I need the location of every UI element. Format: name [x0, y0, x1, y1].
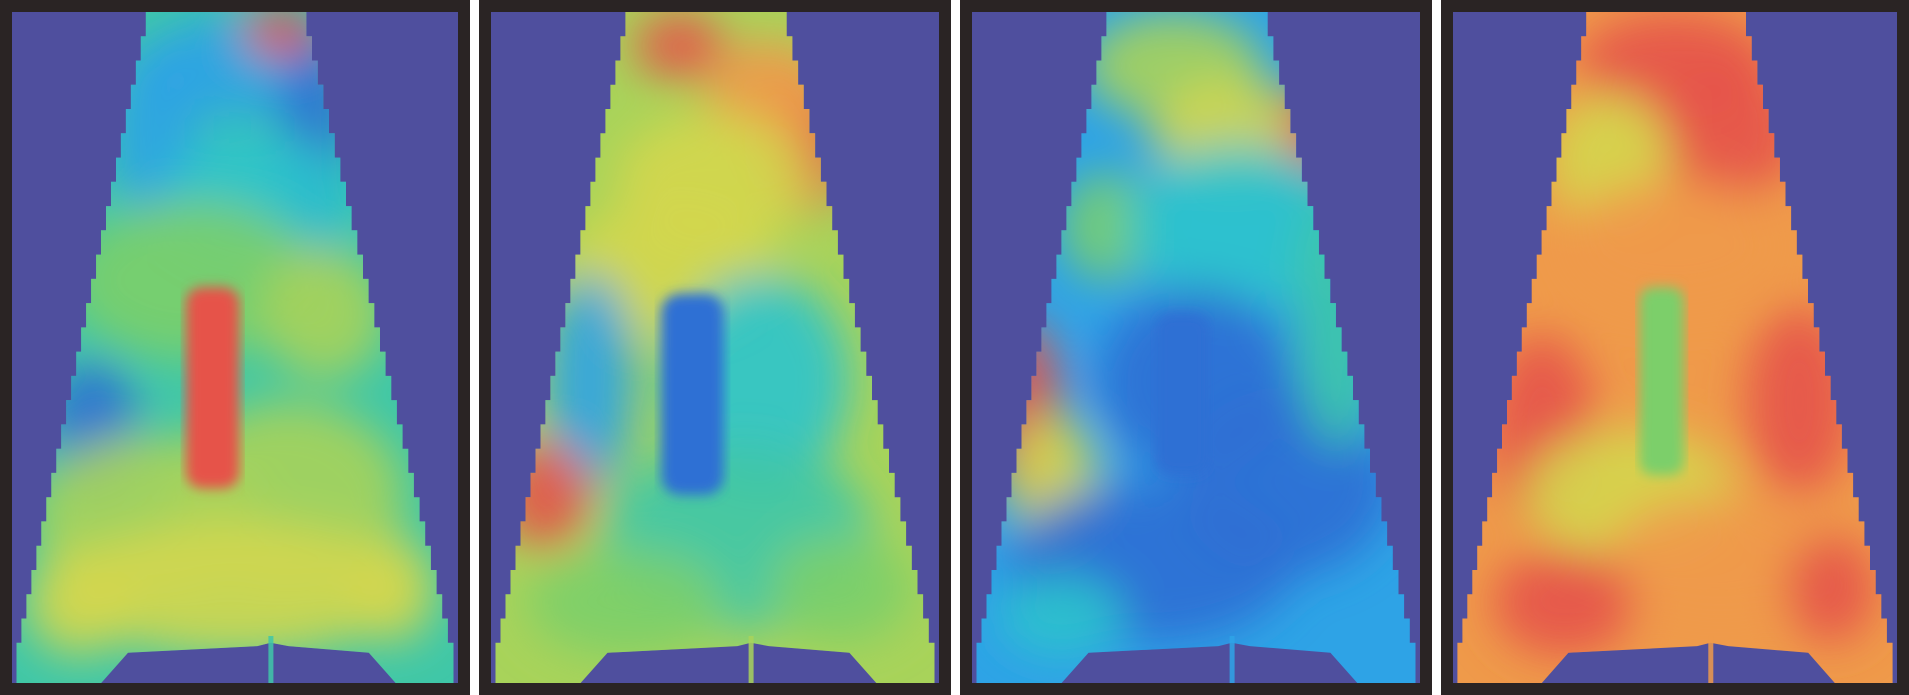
heatmap-panel-1 [0, 0, 470, 695]
heatmap-panel-4 [1441, 0, 1909, 695]
heatmap-panel-2 [479, 0, 951, 695]
heatmap-panel-3 [960, 0, 1432, 695]
